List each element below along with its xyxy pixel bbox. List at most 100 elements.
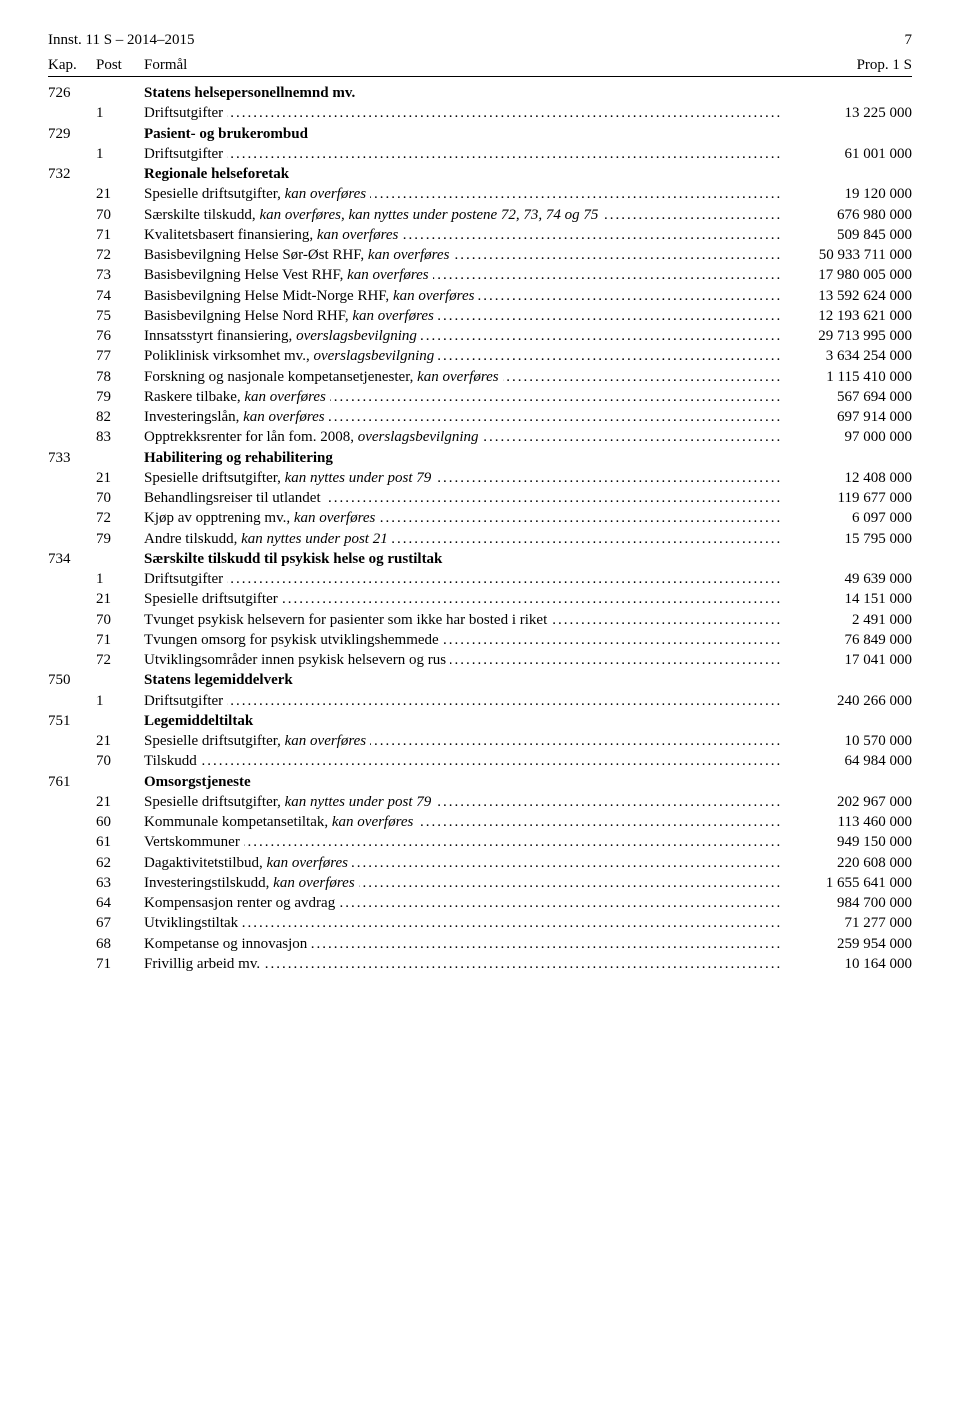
kap-cell: 761 [48,772,96,792]
amount-cell: 10 570 000 [782,731,912,751]
budget-row: 73Basisbevilgning Helse Vest RHF, kan ov… [48,265,912,285]
budget-row: 72Kjøp av opptrening mv., kan overføres … [48,508,912,528]
line-desc: Driftsutgifter [144,146,227,162]
chapter-row: 732Regionale helseforetak [48,164,912,184]
budget-row: 21Spesielle driftsutgifter 14 151 000 [48,589,912,609]
amount-cell: 676 980 000 [782,205,912,225]
line-desc: Utviklingstiltak [144,915,242,931]
line-desc-italic: kan overføres [332,814,414,830]
post-cell: 71 [96,954,144,974]
chapter-row: 751Legemiddeltiltak [48,711,912,731]
budget-row: 1Driftsutgifter 49 639 000 [48,569,912,589]
line-desc-italic: kan overføres [368,247,450,263]
amount-cell: 12 408 000 [782,468,912,488]
desc-cell: Kjøp av opptrening mv., kan overføres [144,508,782,528]
line-desc-italic: kan nyttes under post 79 [285,470,432,486]
kap-cell: 729 [48,124,96,144]
desc-cell: Raskere tilbake, kan overføres [144,387,782,407]
line-desc: Frivillig arbeid mv. [144,956,264,972]
line-desc: Spesielle driftsutgifter, kan nyttes und… [144,794,435,810]
line-desc: Kjøp av opptrening mv., kan overføres [144,510,379,526]
desc-cell: Spesielle driftsutgifter [144,589,782,609]
amount-cell: 6 097 000 [782,508,912,528]
budget-row: 75Basisbevilgning Helse Nord RHF, kan ov… [48,306,912,326]
chapter-row: 734Særskilte tilskudd til psykisk helse … [48,549,912,569]
line-desc: Investeringstilskudd, kan overføres [144,875,359,891]
budget-row: 71Frivillig arbeid mv. 10 164 000 [48,954,912,974]
desc-cell: Andre tilskudd, kan nyttes under post 21 [144,529,782,549]
line-desc: Dagaktivitetstilbud, kan overføres [144,855,352,871]
post-cell: 70 [96,610,144,630]
budget-row: 21Spesielle driftsutgifter, kan nyttes u… [48,792,912,812]
amount-cell: 17 041 000 [782,650,912,670]
line-desc: Kvalitetsbasert finansiering, kan overfø… [144,227,402,243]
line-desc: Vertskommuner [144,834,244,850]
desc-cell: Kompetanse og innovasjon [144,934,782,954]
chapter-row: 750Statens legemiddelverk [48,670,912,690]
amount-cell: 29 713 995 000 [782,326,912,346]
line-desc-italic: kan overføres [317,227,399,243]
chapter-title: Habilitering og rehabilitering [144,450,333,466]
post-cell: 1 [96,691,144,711]
chapter-title: Omsorgstjeneste [144,774,251,790]
doc-title: Innst. 11 S – 2014–2015 [48,32,195,49]
chapter-title: Pasient- og brukerombud [144,126,308,142]
budget-row: 72Utviklingsområder innen psykisk helsev… [48,650,912,670]
chapter-title: Særskilte tilskudd til psykisk helse og … [144,551,442,567]
kap-cell: 726 [48,83,96,103]
desc-cell: Investeringslån, kan overføres [144,407,782,427]
line-desc: Utviklingsområder innen psykisk helsever… [144,652,450,668]
line-desc: Basisbevilgning Helse Sør-Øst RHF, kan o… [144,247,453,263]
desc-cell: Basisbevilgning Helse Midt-Norge RHF, ka… [144,286,782,306]
desc-cell: Habilitering og rehabilitering [144,448,782,468]
post-cell: 72 [96,508,144,528]
budget-row: 71Kvalitetsbasert finansiering, kan over… [48,225,912,245]
line-desc: Investeringslån, kan overføres [144,409,329,425]
post-cell: 1 [96,103,144,123]
desc-cell: Statens helsepersonellnemnd mv. [144,83,782,103]
amount-cell: 1 655 641 000 [782,873,912,893]
post-cell: 73 [96,265,144,285]
post-cell: 70 [96,205,144,225]
amount-cell: 71 277 000 [782,913,912,933]
amount-cell: 14 151 000 [782,589,912,609]
line-desc-italic: kan overføres, kan nyttes under postene … [259,207,598,223]
budget-row: 1Driftsutgifter 13 225 000 [48,103,912,123]
line-desc: Spesielle driftsutgifter [144,591,282,607]
desc-cell: Dagaktivitetstilbud, kan overføres [144,853,782,873]
amount-cell: 202 967 000 [782,792,912,812]
amount-cell: 259 954 000 [782,934,912,954]
desc-cell: Spesielle driftsutgifter, kan nyttes und… [144,792,782,812]
amount-cell: 19 120 000 [782,184,912,204]
desc-cell: Særskilte tilskudd, kan overføres, kan n… [144,205,782,225]
post-cell: 75 [96,306,144,326]
budget-row: 79Andre tilskudd, kan nyttes under post … [48,529,912,549]
col-prop: Prop. 1 S [782,57,912,74]
budget-row: 63Investeringstilskudd, kan overføres 1 … [48,873,912,893]
desc-cell: Investeringstilskudd, kan overføres [144,873,782,893]
line-desc: Særskilte tilskudd, kan overføres, kan n… [144,207,602,223]
line-desc: Opptrekksrenter for lån fom. 2008, overs… [144,429,483,445]
amount-cell: 1 115 410 000 [782,367,912,387]
amount-cell: 3 634 254 000 [782,346,912,366]
chapter-row: 733 Habilitering og rehabilitering [48,448,912,468]
post-cell: 67 [96,913,144,933]
budget-row: 21Spesielle driftsutgifter, kan overføre… [48,731,912,751]
budget-row: 21Spesielle driftsutgifter, kan nyttes u… [48,468,912,488]
budget-row: 1Driftsutgifter 61 001 000 [48,144,912,164]
desc-cell: Vertskommuner [144,832,782,852]
page-header: Innst. 11 S – 2014–2015 7 [48,32,912,49]
desc-cell: Statens legemiddelverk [144,670,782,690]
desc-cell: Poliklinisk virksomhet mv., overslagsbev… [144,346,782,366]
kap-cell: 733 [48,448,96,468]
chapter-title: Statens legemiddelverk [144,672,293,688]
post-cell: 21 [96,589,144,609]
chapter-title: Regionale helseforetak [144,166,289,182]
desc-cell: Driftsutgifter [144,569,782,589]
post-cell: 21 [96,731,144,751]
line-desc-italic: kan overføres [266,855,348,871]
page-number: 7 [905,32,913,49]
post-cell: 83 [96,427,144,447]
line-desc-italic: kan overføres [417,369,499,385]
line-desc: Spesielle driftsutgifter, kan overføres [144,186,370,202]
